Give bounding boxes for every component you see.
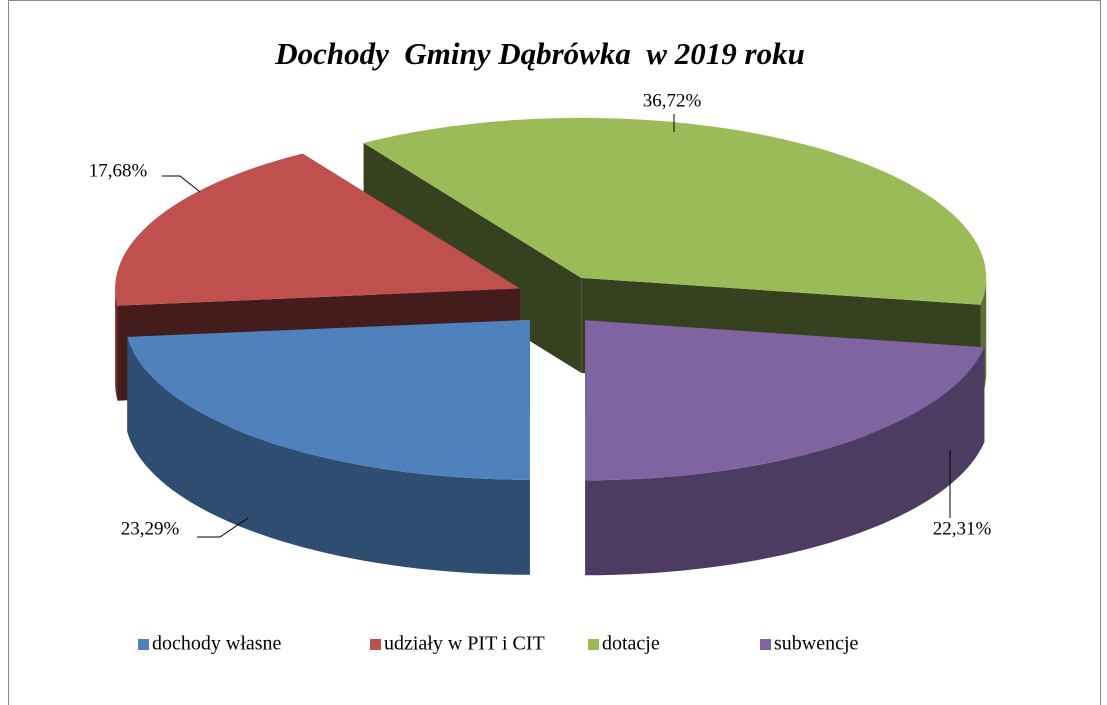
legend-label: subwencje [774,633,859,655]
legend-swatch [588,639,599,650]
legend-swatch [370,639,381,650]
slice [127,319,530,480]
slice-wall [363,143,582,373]
legend-label: udziały w PIT i CIT [384,633,545,655]
slice [115,153,521,306]
data-label: 22,31% [933,518,992,539]
slice [585,320,985,481]
slice-side [585,347,985,576]
data-label: 17,68% [89,160,148,181]
slice-side [127,336,530,575]
legend-swatch [760,639,771,650]
legend-label: dochody własne [152,633,282,655]
slice [363,117,987,305]
leader-line [197,517,249,538]
data-label: 36,72% [643,90,702,111]
chart-title: Dochody Gminy Dąbrówka w 2019 roku [274,36,805,71]
legend-label: dotacje [602,633,660,655]
data-label: 23,29% [121,518,180,539]
legend-swatch [138,639,149,650]
leader-line [162,175,201,193]
slice-side [115,288,118,401]
